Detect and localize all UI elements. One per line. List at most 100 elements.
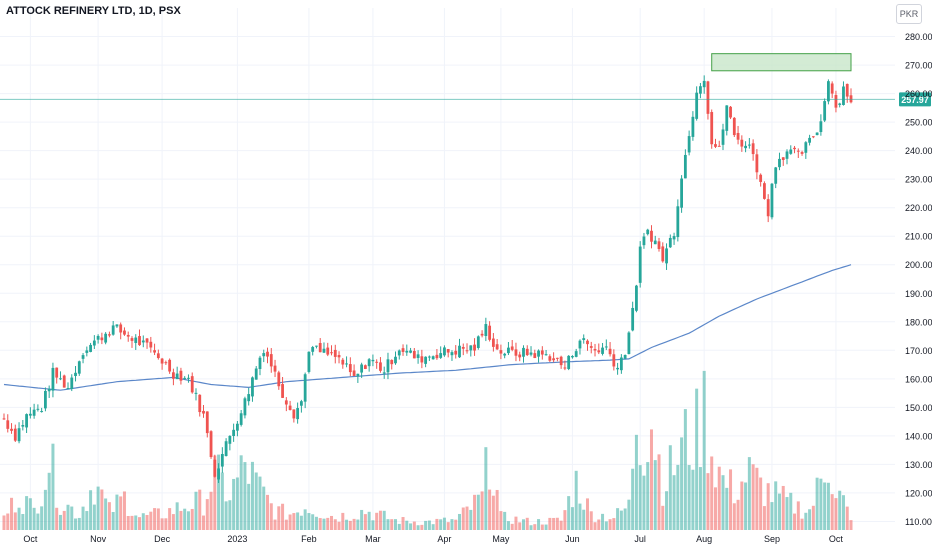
volume-bar [360,509,364,530]
volume-bar [457,513,461,530]
volume-bar [378,510,382,530]
candle-body [59,378,62,380]
candle-body [491,338,495,347]
candle-body [273,365,277,372]
volume-bar [367,511,371,530]
volume-bar [608,519,612,530]
candle-body [604,346,608,348]
candle-body [149,341,153,348]
candle-body [239,413,243,425]
candle-body [141,340,145,343]
candle-body [668,237,672,248]
candle-body [386,359,390,373]
volume-bar [710,456,714,530]
volume-bar [371,520,375,530]
candle-body [601,347,604,354]
price-axis[interactable]: 110.00 120.00 130.00 140.00 150.00 160.00 170.… [905,32,932,527]
candle-body [160,358,164,364]
volume-bar [514,516,518,530]
candle-body [578,340,582,349]
volume-bar [299,515,303,530]
volume-bar [284,519,288,530]
candle-body [763,183,766,199]
y-tick-label: 160.00 [905,374,932,384]
currency-label[interactable]: PKR [896,4,922,24]
volume-bar [386,519,390,530]
candle-body [559,356,563,366]
volume-bar [499,511,503,530]
candle-body [307,351,311,372]
resistance-zone[interactable] [711,53,852,72]
volume-bar [521,519,525,530]
candle-body [522,347,525,357]
candle-body [337,355,341,358]
volume-bar [627,499,631,530]
candle-body [499,350,503,354]
candle-body [574,351,578,357]
time-axis[interactable]: Oct Nov Dec 2023 Feb Mar Apr May Jun Jul Aug Sep Oct [23,534,843,544]
resistance-zone-box [711,53,852,72]
volume-bar [183,508,187,530]
volume-bar [281,503,285,530]
candle-body [766,199,770,217]
volume-bar [676,464,680,530]
candle-body [96,335,100,340]
volume-bar [548,517,552,530]
volume-bar [747,457,751,530]
candle-body [66,388,70,390]
candle-body [608,348,612,355]
volume-bar [288,514,292,530]
candle-body [461,346,465,349]
candle-body [514,349,518,356]
candle-body [47,388,51,392]
volume-bar [480,491,484,530]
volume-bar [292,513,296,530]
candle-body [187,377,190,379]
volume-bar [307,513,311,530]
candle-body [714,144,717,147]
candle-body [382,372,386,374]
candle-body [676,206,680,238]
candle-body [589,346,593,348]
candle-body [198,394,202,413]
volume-bar [318,518,322,530]
x-tick-label: Mar [365,534,381,544]
volume-bar [2,515,6,530]
candle-body [804,142,808,153]
volume-bar [469,509,473,530]
candle-body [401,348,405,352]
volume-bar [461,507,465,530]
volume-bar [631,468,635,530]
candle-body [759,174,763,182]
candle-body [623,355,627,359]
volume-bar [642,475,646,530]
volume-bar [96,486,100,530]
y-tick-label: 240.00 [905,146,932,156]
volume-bar [800,518,804,530]
volume-bar [224,501,228,530]
volume-bar [160,518,164,530]
volume-bar [25,496,29,530]
candle-body [811,136,815,138]
volume-bar [698,467,702,530]
volume-bar [250,461,254,530]
candle-body [375,361,379,363]
volume-bar [89,490,93,530]
volume-bar [409,523,413,530]
candle-body [228,435,232,444]
volume-bar [796,501,800,530]
candle-body [145,338,149,343]
volume-bar [21,514,25,530]
volume-bar [314,516,318,530]
volume-bar [777,493,781,530]
candle-body [17,428,21,442]
candle-body [363,365,367,369]
volume-bar [32,507,36,530]
volume-bar [567,496,571,530]
x-tick-label: May [492,534,510,544]
volume-bar [141,513,145,530]
candle-body [631,307,635,331]
candle-body [518,354,522,358]
volume-bar [269,503,273,530]
